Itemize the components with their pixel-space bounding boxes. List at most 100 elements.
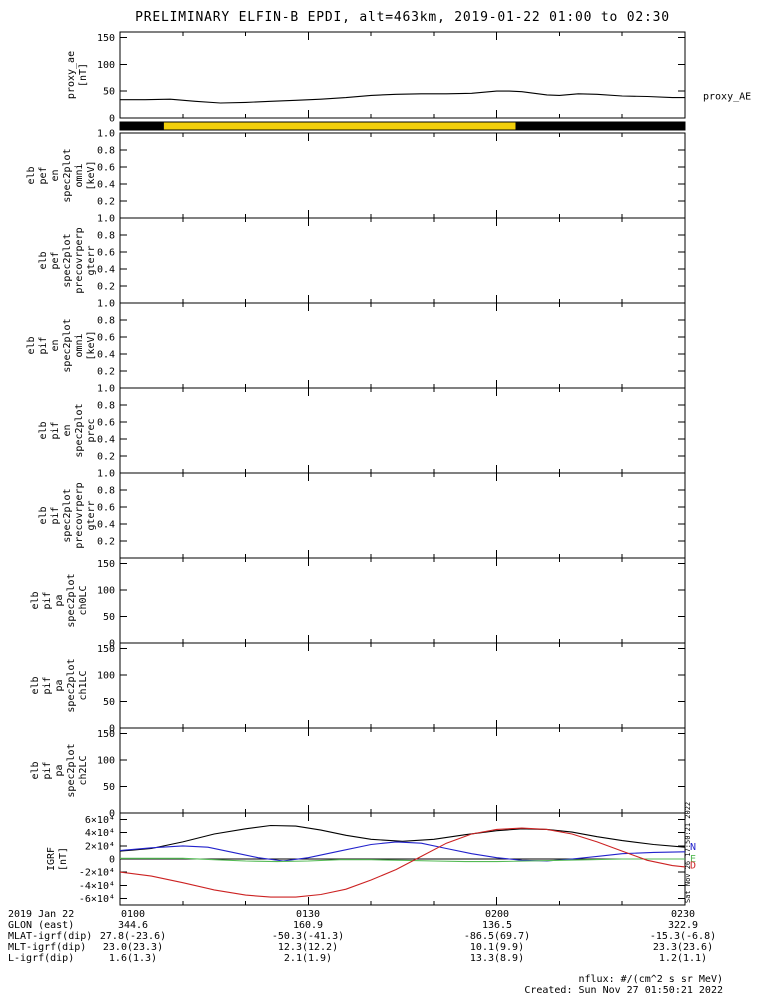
y-tick-label: 50: [103, 612, 115, 623]
panel-label-line: elb: [30, 761, 41, 779]
y-tick-label: 0.4: [97, 180, 115, 191]
time-axis-value-0: 0100: [120, 909, 146, 920]
y-tick-label: 0.8: [97, 486, 115, 497]
panel-label-line: prec: [86, 418, 97, 442]
y-tick-label: 150: [97, 33, 115, 44]
coord-row-0-value-1: 160.9: [292, 920, 324, 931]
y-tick-label: 0.6: [97, 248, 115, 259]
panel-proxy_ae: 0 50 100 150 proxy_ae [nT] proxy_AE: [66, 31, 751, 125]
y-tick-label: 0.2: [97, 537, 115, 548]
y-tick-label: 50: [103, 697, 115, 708]
series-line-proxy_AE: [120, 90, 685, 104]
panel-label-line: spec2plot: [66, 573, 77, 627]
panel-label-line: pif: [42, 591, 53, 609]
panel-label-line: [keV]: [86, 160, 97, 190]
panel-label-line: spec2plot: [66, 658, 77, 712]
coord-row-2-label: MLT-igrf(dip): [8, 942, 87, 953]
coord-row-2-value-1: 12.3(12.2): [277, 942, 339, 953]
panel-label-line: pef: [50, 251, 61, 269]
y-tick-label: 0.2: [97, 197, 115, 208]
y-tick-label: 0.6: [97, 163, 115, 174]
time-axis-value-2: 0200: [484, 909, 510, 920]
panel-frame: [119, 121, 686, 131]
y-tick-label: 1.0: [97, 384, 115, 395]
panel-label-line: spec2plot: [74, 403, 85, 457]
nflux-units-note: nflux: #/(cm^2 s sr MeV): [578, 974, 724, 985]
y-tick-label: 6×10⁴: [85, 815, 115, 826]
y-tick-label: 1.0: [97, 299, 115, 310]
coord-row-1-value-1: -50.3(-41.3): [271, 931, 345, 942]
panel-label-line: pa: [54, 679, 65, 691]
panel-label-line: spec2plot: [66, 743, 77, 797]
y-tick-label: 150: [97, 559, 115, 570]
coord-row-0-label: GLON (east): [8, 920, 75, 931]
panel-label-line: elb: [38, 421, 49, 439]
panel-elb_pif_en_spec2plot_omni: 0.2 0.4 0.6 0.8 1.0 elb pif en spec2plot omni [keV…: [26, 299, 686, 389]
panel-label-line: omni: [74, 333, 85, 357]
panel-label-line: spec2plot: [62, 488, 73, 542]
y-tick-label: 0.8: [97, 146, 115, 157]
panel-label-line: elb: [38, 251, 49, 269]
panel-elb_pif_spec2plot_precovrperp_gterr: 0.2 0.4 0.6 0.8 1.0 elb pif spec2plot precovrper…: [38, 469, 686, 559]
panel-availability_bar: [119, 121, 686, 131]
panel-label-line: precovrperp: [74, 227, 85, 293]
time-axis-label: 2019 Jan 22: [8, 909, 75, 920]
panel-label-line: elb: [38, 506, 49, 524]
coord-row-3-label: L-igrf(dip): [8, 953, 75, 964]
y-tick-label: 0.6: [97, 503, 115, 514]
y-tick-label: 100: [97, 585, 115, 596]
time-axis-value-1: 0130: [295, 909, 321, 920]
y-tick-label: 100: [97, 670, 115, 681]
y-tick-label: 0: [109, 724, 115, 735]
coord-row-3-value-3: 1.2(1.1): [658, 953, 708, 964]
coord-row-2-value-0: 23.0(23.3): [102, 942, 164, 953]
y-tick-label: 1.0: [97, 469, 115, 480]
y-tick-label: 0.2: [97, 452, 115, 463]
series-line-E: [120, 857, 685, 863]
series-label-D: D: [690, 861, 696, 872]
series-label-E: E: [690, 854, 696, 865]
y-tick-label: 50: [103, 87, 115, 98]
panel-label-line: spec2plot: [62, 148, 73, 202]
coord-row-0-value-3: 322.9: [667, 920, 699, 931]
panel-label-line: elb: [26, 336, 37, 354]
y-tick-label: 0.4: [97, 350, 115, 361]
y-tick-label: 100: [97, 60, 115, 71]
panel-label-line: gterr: [86, 500, 97, 530]
side-timestamp: Sat Nov 26 17:50:21 2022: [684, 801, 692, 903]
panel-label-line: pif: [38, 336, 49, 354]
coord-row-1-value-0: 27.8(-23.6): [99, 931, 167, 942]
plot-title: PRELIMINARY ELFIN-B EPDI, alt=463km, 201…: [135, 10, 670, 25]
panel-label-line: pef: [38, 166, 49, 184]
created-timestamp: Created: Sun Nov 27 01:50:21 2022: [524, 985, 723, 996]
availability-segment: [120, 122, 164, 130]
panel-label-line: precovrperp: [74, 482, 85, 548]
y-tick-label: 0.6: [97, 333, 115, 344]
availability-segment: [515, 122, 685, 130]
y-tick-label: 0: [109, 114, 115, 125]
panel-label-line: omni: [74, 163, 85, 187]
series-label-N: N: [690, 842, 696, 853]
y-tick-label: 4×10⁴: [85, 828, 115, 839]
panel-label-line: en: [62, 424, 73, 436]
series-line-total: [119, 824, 686, 852]
panel-label-line: spec2plot: [62, 318, 73, 372]
coord-row-0-value-2: 136.5: [481, 920, 513, 931]
availability-segment: [163, 122, 516, 130]
series-line-D: [119, 827, 686, 898]
panel-frame: [119, 31, 686, 119]
time-axis-value-3: 0230: [670, 909, 696, 920]
coord-row-0-value-0: 344.6: [117, 920, 149, 931]
y-tick-label: 150: [97, 729, 115, 740]
panel-label-line: ch2LC: [78, 755, 89, 785]
panel-elb_pef_spec2plot_precovrperp_gterr: 0.2 0.4 0.6 0.8 1.0 elb pef spec2plot precovrper…: [38, 214, 686, 304]
panel-elb_pif_pa_spec2plot_ch0LC: 0 50 100 150 elb pif pa spec2plot ch0LC: [30, 557, 686, 650]
panel-label-line: gterr: [86, 245, 97, 275]
y-tick-label: 0: [109, 855, 115, 866]
series-line-N: [119, 841, 686, 862]
panel-label-line: spec2plot: [62, 233, 73, 287]
coord-row-3-value-1: 2.1(1.9): [283, 953, 333, 964]
